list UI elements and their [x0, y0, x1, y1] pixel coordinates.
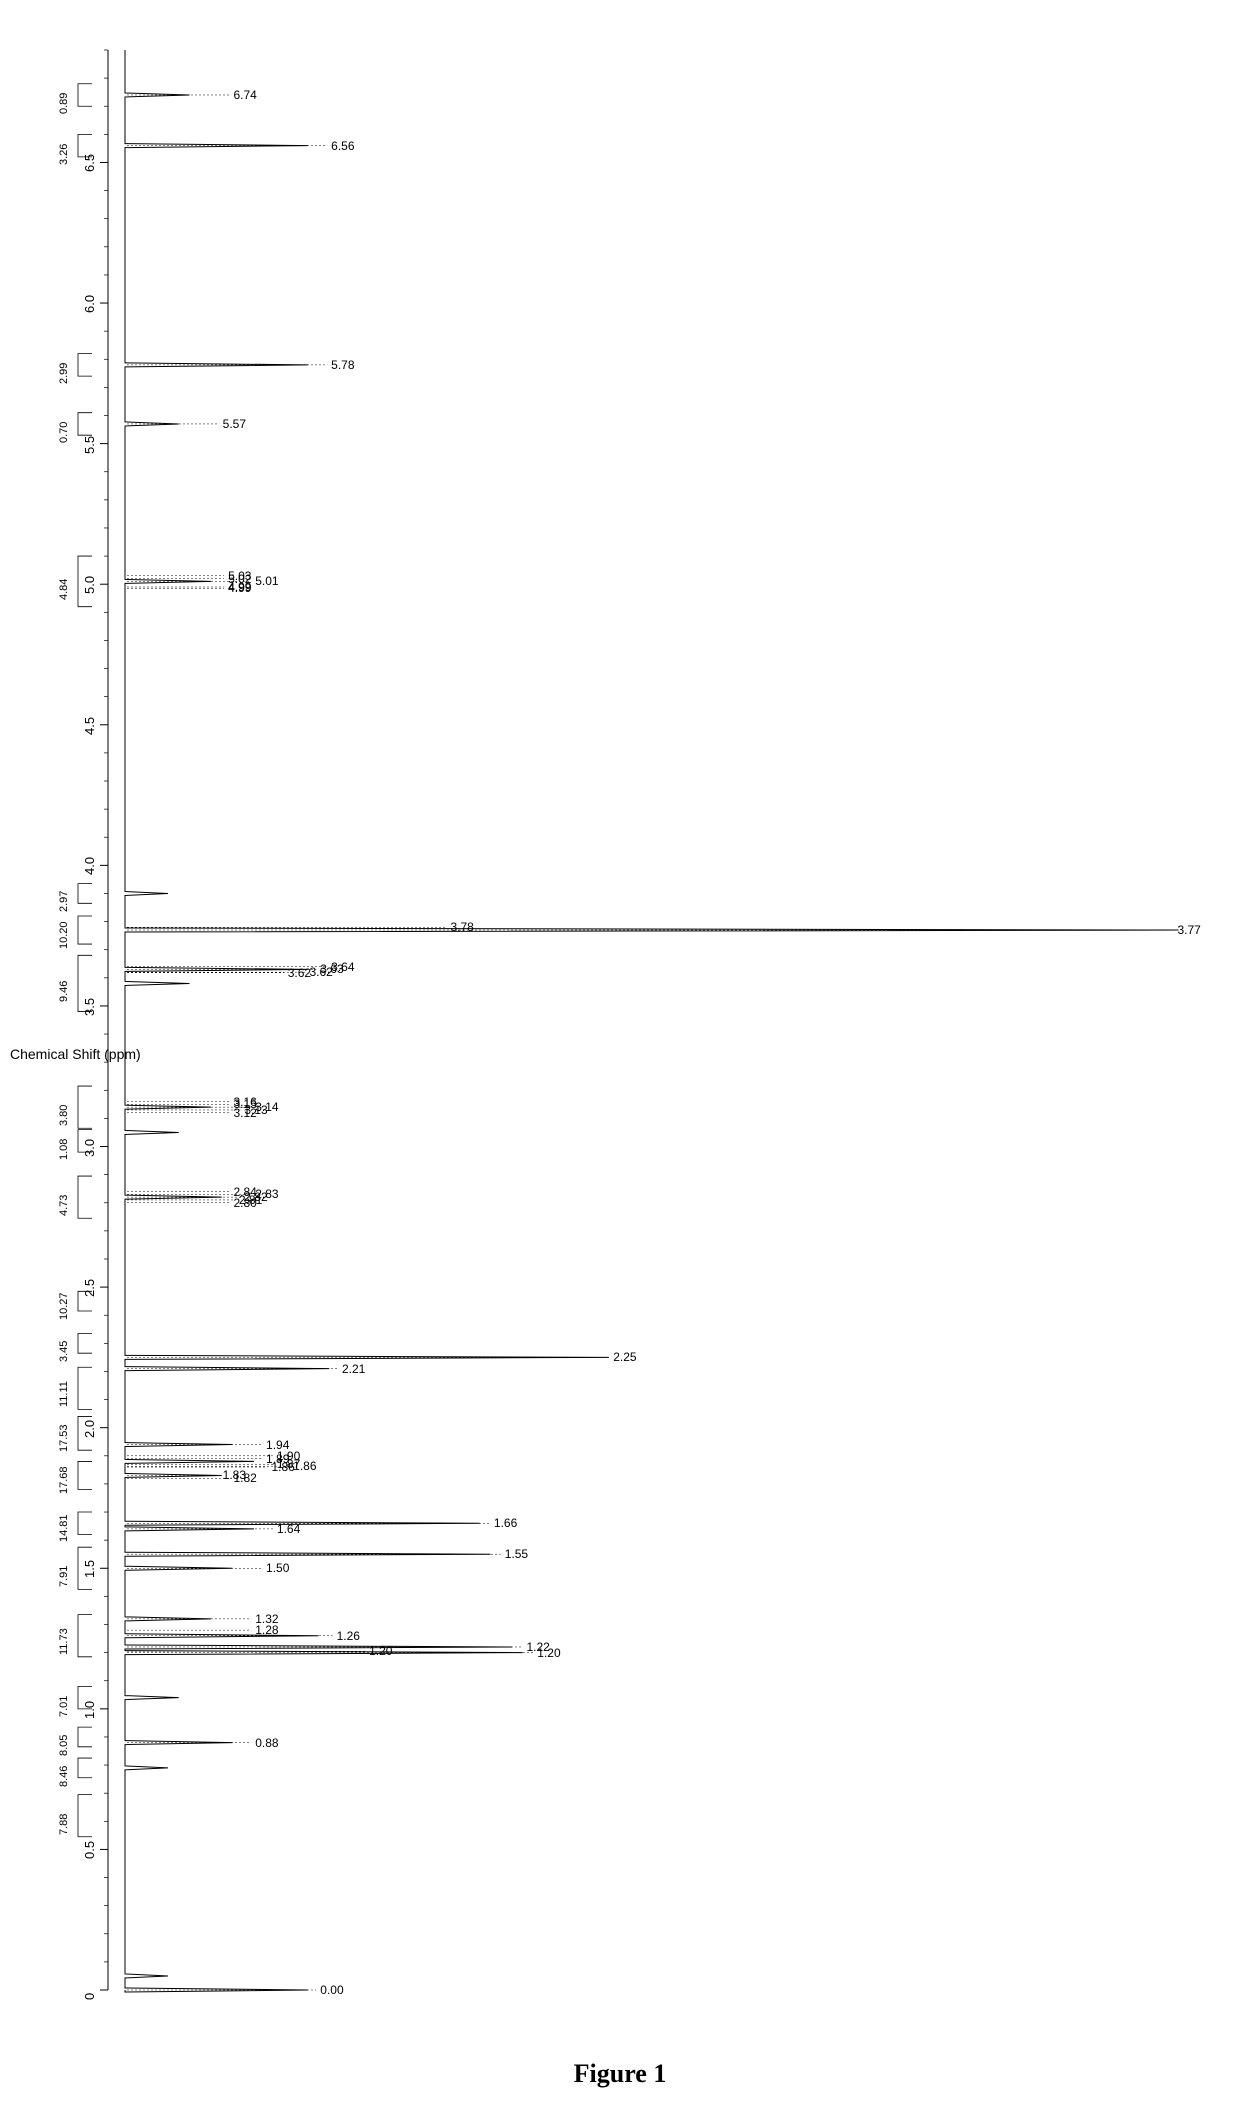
nmr-spectrum-svg	[40, 30, 1210, 2010]
peak-label: 2.25	[613, 1350, 636, 1364]
peak-label: 6.74	[234, 88, 257, 102]
peak-label: 1.64	[277, 1522, 300, 1536]
peak-label: 0.00	[320, 1983, 343, 1997]
peak-label: 5.57	[223, 417, 246, 431]
integral-value: 2.99	[58, 362, 70, 383]
peak-label: 1.20	[537, 1646, 560, 1660]
axis-tick-label: 1.0	[82, 1701, 97, 1719]
peak-label: 3.78	[451, 920, 474, 934]
integral-value: 0.89	[58, 93, 70, 114]
axis-tick-label: 0	[82, 1993, 97, 2000]
integral-value: 9.46	[58, 981, 70, 1002]
integral-value: 11.11	[58, 1381, 70, 1407]
peak-label: 1.28	[255, 1623, 278, 1637]
axis-tick-label: 6.5	[82, 154, 97, 172]
axis-tick-label: 2.0	[82, 1420, 97, 1438]
integral-value: 0.70	[58, 422, 70, 443]
figure-caption: Figure 1	[0, 2059, 1240, 2089]
integral-value: 17.68	[58, 1467, 70, 1495]
integral-value: 10.20	[58, 921, 70, 949]
peak-label: 3.77	[1177, 923, 1200, 937]
axis-tick-label: 2.5	[82, 1279, 97, 1297]
x-axis-title: Chemical Shift (ppm)	[10, 1046, 141, 1062]
integral-value: 2.97	[58, 891, 70, 912]
axis-tick-label: 5.0	[82, 576, 97, 594]
axis-tick-label: 1.5	[82, 1560, 97, 1578]
peak-label: 3.62	[288, 966, 311, 980]
integral-value: 7.91	[58, 1566, 70, 1587]
integral-value: 1.08	[58, 1138, 70, 1159]
peak-label: 1.66	[494, 1516, 517, 1530]
peak-label: 0.88	[255, 1736, 278, 1750]
peak-label: 1.50	[266, 1561, 289, 1575]
peak-label: 4.99	[228, 581, 251, 595]
peak-label: 1.26	[337, 1629, 360, 1643]
peak-label: 2.21	[342, 1362, 365, 1376]
integral-value: 3.80	[58, 1105, 70, 1126]
integral-value: 10.27	[58, 1293, 70, 1321]
peak-label: 1.55	[505, 1547, 528, 1561]
nmr-plot-area	[110, 30, 1210, 2010]
axis-tick-label: 3.0	[82, 1138, 97, 1156]
axis-tick-label: 5.5	[82, 436, 97, 454]
integral-value: 8.46	[58, 1765, 70, 1786]
integral-value: 4.73	[58, 1195, 70, 1216]
axis-tick-label: 4.0	[82, 857, 97, 875]
integral-value: 8.05	[58, 1735, 70, 1756]
integral-value: 4.84	[58, 579, 70, 600]
peak-label: 1.86	[293, 1459, 316, 1473]
integral-value: 17.53	[58, 1425, 70, 1453]
axis-tick-label: 6.0	[82, 295, 97, 313]
peak-label: 6.56	[331, 139, 354, 153]
peak-label: 1.82	[234, 1471, 257, 1485]
peak-label: 2.80	[234, 1196, 257, 1210]
integral-value: 14.81	[58, 1515, 70, 1543]
integral-value: 7.01	[58, 1695, 70, 1716]
integral-value: 7.88	[58, 1813, 70, 1834]
axis-tick-label: 0.5	[82, 1841, 97, 1859]
integral-value: 3.26	[58, 143, 70, 164]
peak-label: 5.01	[255, 574, 278, 588]
peak-label: 1.20	[369, 1644, 392, 1658]
peak-label: 3.62	[309, 965, 332, 979]
integral-value: 3.45	[58, 1341, 70, 1362]
axis-tick-label: 3.5	[82, 998, 97, 1016]
peak-label: 5.78	[331, 358, 354, 372]
peak-label: 1.86	[271, 1460, 294, 1474]
integral-value: 11.73	[58, 1628, 70, 1655]
axis-tick-label: 4.5	[82, 717, 97, 735]
peak-label: 3.12	[234, 1106, 257, 1120]
